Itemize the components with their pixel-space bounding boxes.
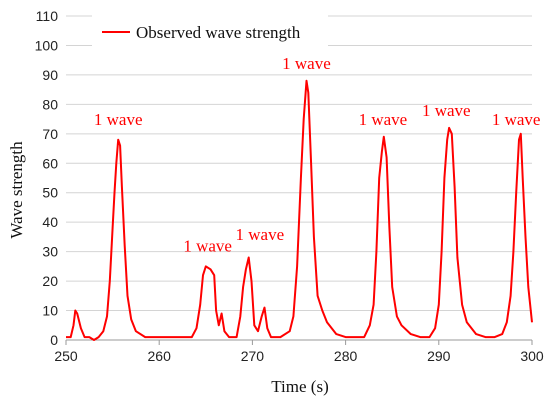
x-tick-label-270: 270 <box>241 348 265 364</box>
y-tick-label-110: 110 <box>36 8 59 24</box>
y-axis-title: Wave strength <box>7 141 26 239</box>
y-tick-labels: 0 10 20 30 40 50 60 70 80 90 100 110 <box>35 8 59 348</box>
annotation-label-0: 1 wave <box>94 110 143 129</box>
series-layer <box>66 79 533 341</box>
y-tick-label-90: 90 <box>42 67 58 83</box>
annotation-label-6: 1 wave <box>492 110 541 129</box>
y-tick-label-80: 80 <box>42 96 58 112</box>
annotation-label-3: 1 wave <box>282 54 331 73</box>
annotation-label-4: 1 wave <box>359 110 408 129</box>
x-tick-label-250: 250 <box>54 348 78 364</box>
annotation-label-1: 1 wave <box>183 237 232 256</box>
y-tick-label-50: 50 <box>42 185 58 201</box>
axes <box>65 339 533 345</box>
y-tick-label-30: 30 <box>42 244 58 260</box>
y-tick-label-60: 60 <box>42 155 58 171</box>
annotation-label-2: 1 wave <box>236 225 285 244</box>
y-tick-label-100: 100 <box>35 37 59 53</box>
y-tick-label-70: 70 <box>42 126 58 142</box>
legend-box <box>92 14 328 48</box>
x-tick-label-280: 280 <box>334 348 358 364</box>
x-tick-label-300: 300 <box>520 348 544 364</box>
y-tick-label-10: 10 <box>42 303 58 319</box>
legend: Observed wave strength <box>92 14 328 48</box>
y-tick-label-0: 0 <box>50 332 58 348</box>
series-line-0 <box>66 79 533 341</box>
x-axis-title: Time (s) <box>271 377 328 396</box>
x-tick-label-290: 290 <box>427 348 451 364</box>
y-tick-label-40: 40 <box>42 214 58 230</box>
annotation-label-5: 1 wave <box>422 101 471 120</box>
y-tick-label-20: 20 <box>42 273 58 289</box>
x-tick-label-260: 260 <box>148 348 172 364</box>
x-tick-labels: 250 260 270 280 290 300 <box>54 348 544 364</box>
legend-label: Observed wave strength <box>136 23 301 42</box>
